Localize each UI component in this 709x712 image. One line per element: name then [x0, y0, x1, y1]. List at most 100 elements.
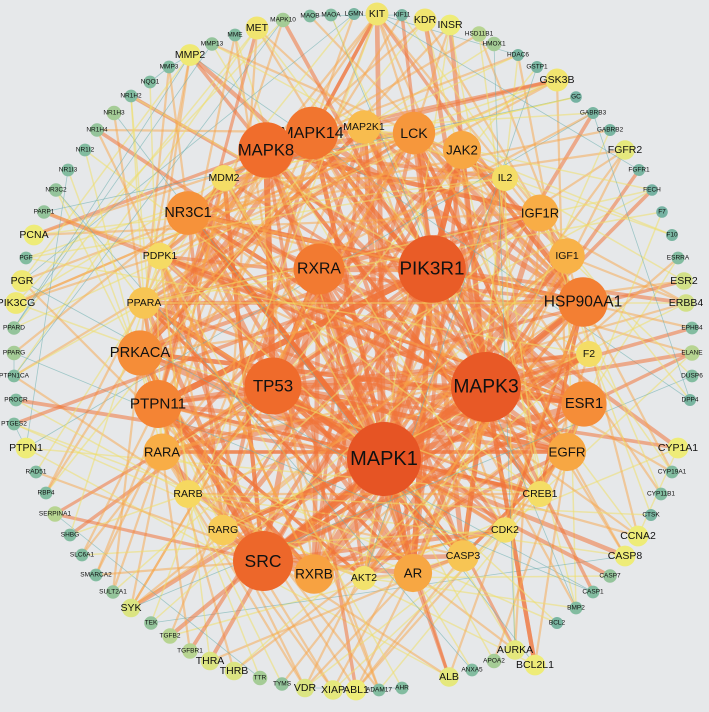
node-mmp13[interactable]: MMP13: [201, 37, 224, 51]
node-shbg[interactable]: SHBG: [61, 528, 79, 542]
node-pdpk1[interactable]: PDPK1: [143, 242, 178, 270]
node-ptges2[interactable]: PTGES2: [1, 417, 27, 431]
node-tgfb2[interactable]: TGFB2: [160, 628, 181, 644]
node-maob[interactable]: MAOB: [300, 9, 320, 23]
node-parp1[interactable]: PARP1: [34, 205, 55, 219]
node-hmox1[interactable]: HMOX1: [482, 36, 506, 52]
node-pparg[interactable]: PPARG: [3, 345, 25, 361]
node-fgfr1[interactable]: FGFR1: [628, 164, 650, 176]
node-ppara[interactable]: PPARA: [127, 287, 162, 319]
node-vdr[interactable]: VDR: [294, 678, 317, 698]
node-ephb4[interactable]: EPHB4: [681, 321, 703, 335]
node-creb1[interactable]: CREB1: [522, 481, 558, 507]
node-ppard[interactable]: PPARD: [3, 321, 25, 335]
node-rara[interactable]: RARA: [143, 433, 181, 471]
node-adam17[interactable]: ADAM17: [366, 683, 392, 697]
node-prkaca[interactable]: PRKACA: [110, 330, 171, 376]
node-rarb[interactable]: RARB: [173, 480, 203, 508]
node-nr3c1[interactable]: NR3C1: [164, 191, 212, 235]
node-thra[interactable]: THRA: [196, 651, 225, 671]
node-esr2[interactable]: ESR2: [670, 272, 698, 290]
node-gstp1[interactable]: GSTP1: [526, 61, 548, 73]
node-rbp4[interactable]: RBP4: [38, 486, 55, 500]
node-tyms[interactable]: TYMS: [273, 677, 292, 691]
node-serpina1[interactable]: SERPINA1: [39, 506, 72, 522]
node-casp8[interactable]: CASP8: [608, 545, 643, 567]
node-igf1[interactable]: IGF1: [549, 238, 585, 274]
node-nr1h3[interactable]: NR1H3: [103, 105, 125, 121]
node-hsp90aa1[interactable]: HSP90AA1: [544, 277, 622, 327]
node-ar[interactable]: AR: [393, 553, 433, 593]
node-rxrb[interactable]: RXRB: [294, 554, 334, 594]
node-kdr[interactable]: KDR: [413, 8, 437, 32]
node-fech[interactable]: FECH: [643, 184, 661, 196]
node-gc[interactable]: GC: [570, 91, 582, 103]
node-lck[interactable]: LCK: [392, 111, 436, 155]
node-ctsk[interactable]: CTSK: [642, 509, 660, 521]
node-mapk14[interactable]: MAPK14: [280, 106, 344, 160]
node-pgf[interactable]: PGF: [19, 251, 33, 265]
node-nqo1[interactable]: NQO1: [141, 75, 160, 89]
node-gabrb2[interactable]: GABRB2: [597, 124, 624, 136]
node-cyp1a1[interactable]: CYP1A1: [658, 437, 698, 459]
node-tek[interactable]: TEK: [144, 616, 158, 630]
node-kit[interactable]: KIT: [365, 2, 389, 26]
node-slc6a1[interactable]: SLC6A1: [70, 548, 95, 562]
node-aurka[interactable]: AURKA: [497, 640, 533, 660]
node-cyp19a1[interactable]: CYP19A1: [658, 465, 687, 479]
node-dusp6[interactable]: DUSP6: [681, 369, 703, 383]
node-nr1i3[interactable]: NR1I3: [59, 163, 78, 177]
node-mmp3[interactable]: MMP3: [160, 60, 179, 74]
node-lgmn[interactable]: LGMN: [345, 8, 364, 20]
node-sult2a1[interactable]: SULT2A1: [99, 585, 127, 599]
node-smarca2[interactable]: SMARCA2: [80, 568, 112, 582]
node-igf1r[interactable]: IGF1R: [521, 194, 559, 232]
node-mmp2[interactable]: MMP2: [175, 44, 205, 66]
node-nr1i2[interactable]: NR1I2: [76, 143, 95, 157]
node-nr1h2[interactable]: NR1H2: [120, 89, 142, 103]
node-jak2[interactable]: JAK2: [442, 130, 482, 170]
node-il2[interactable]: IL2: [492, 165, 518, 191]
node-xiap[interactable]: XIAP: [321, 680, 345, 700]
node-kif11[interactable]: KIF11: [394, 9, 411, 21]
node-egfr[interactable]: EGFR: [547, 432, 587, 472]
node-maoa[interactable]: MAOA: [321, 8, 341, 22]
node-f10[interactable]: F10: [666, 229, 678, 241]
node-insr[interactable]: INSR: [437, 14, 463, 36]
node-bcl2[interactable]: BCL2: [549, 617, 566, 629]
node-met[interactable]: MET: [245, 16, 269, 40]
node-fgfr2[interactable]: FGFR2: [608, 140, 643, 160]
node-elane[interactable]: ELANE: [681, 345, 703, 361]
node-mapk3[interactable]: MAPK3: [451, 352, 521, 422]
node-bmp2[interactable]: BMP2: [567, 601, 585, 615]
node-procr[interactable]: PROCR: [4, 393, 28, 407]
node-casp7[interactable]: CASP7: [599, 569, 621, 583]
node-ahr[interactable]: AHR: [395, 681, 409, 695]
node-akt2[interactable]: AKT2: [351, 565, 377, 591]
node-mapk10[interactable]: MAPK10: [270, 12, 296, 28]
node-cdk2[interactable]: CDK2: [491, 517, 519, 543]
node-mdm2[interactable]: MDM2: [209, 165, 240, 191]
node-ccna2[interactable]: CCNA2: [620, 525, 656, 547]
node-src[interactable]: SRC: [233, 531, 293, 591]
node-ptpn11[interactable]: PTPN11: [130, 380, 186, 428]
node-esrra[interactable]: ESRRA: [667, 251, 690, 265]
node-bcl2l1[interactable]: BCL2L1: [516, 654, 554, 676]
node-gsk3b[interactable]: GSK3B: [539, 68, 575, 92]
node-rxra[interactable]: RXRA: [293, 243, 345, 295]
node-alb[interactable]: ALB: [439, 667, 459, 687]
node-hdac6[interactable]: HDAC6: [507, 49, 529, 61]
node-esr1[interactable]: ESR1: [561, 381, 607, 427]
node-mapk1[interactable]: MAPK1: [347, 422, 421, 496]
node-erbb4[interactable]: ERBB4: [669, 294, 704, 312]
node-tp53[interactable]: TP53: [244, 357, 302, 415]
node-f2[interactable]: F2: [576, 341, 602, 367]
node-casp1[interactable]: CASP1: [582, 585, 604, 599]
node-mapk8[interactable]: MAPK8: [238, 122, 294, 178]
node-ptpn1[interactable]: PTPN1: [9, 437, 43, 459]
node-gabrb3[interactable]: GABRB3: [580, 107, 607, 119]
node-cyp11b1[interactable]: CYP11B1: [647, 487, 675, 501]
node-pgr[interactable]: PGR: [11, 270, 34, 292]
node-rarg[interactable]: RARG: [207, 514, 239, 546]
node-syk[interactable]: SYK: [120, 598, 142, 618]
